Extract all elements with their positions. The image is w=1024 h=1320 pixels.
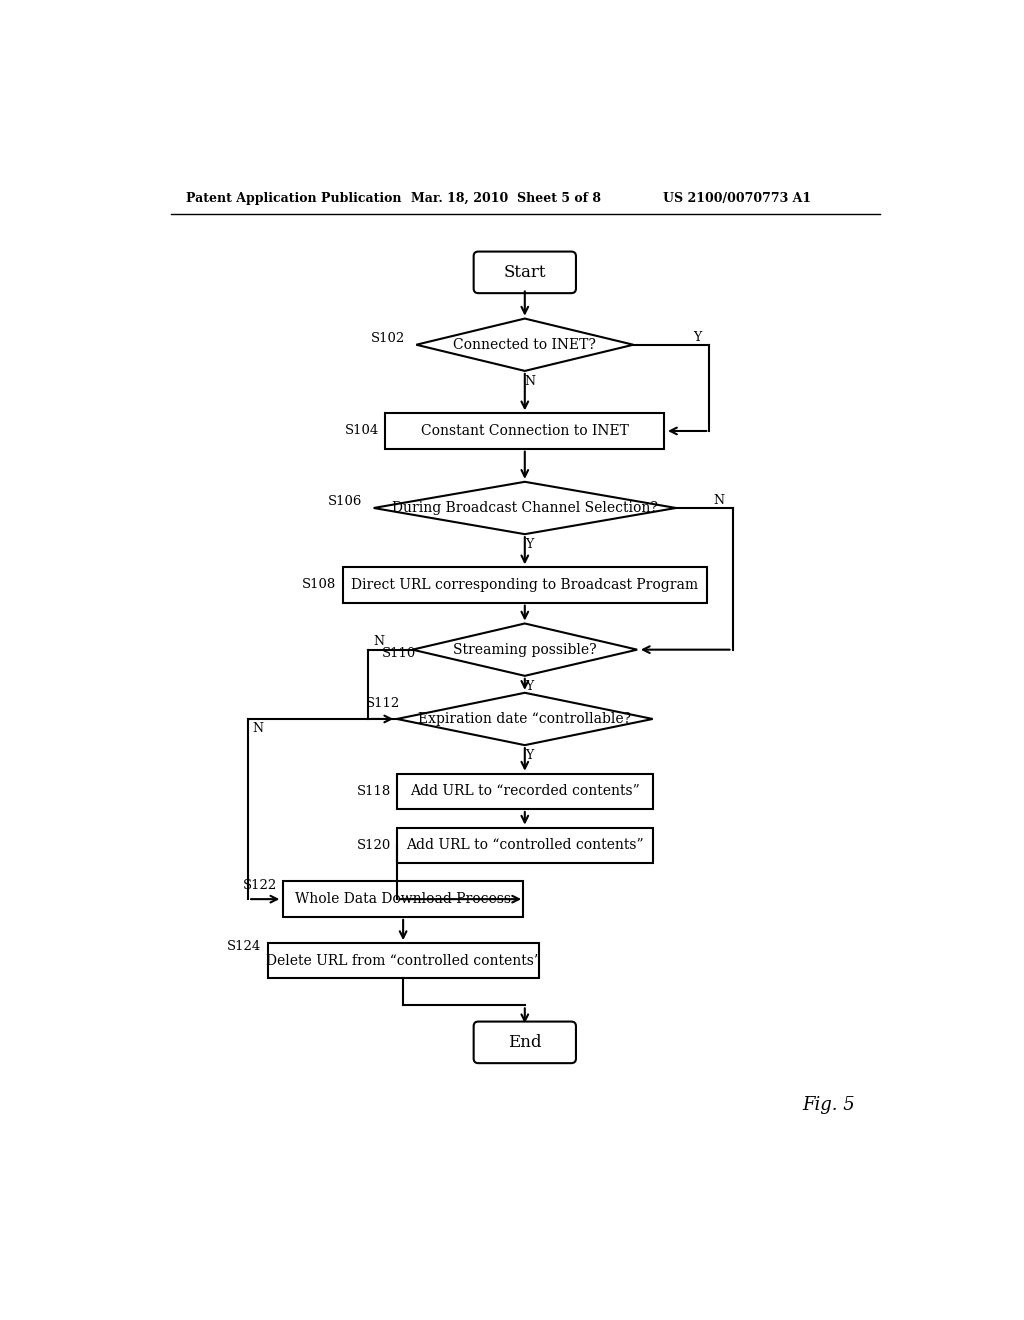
Bar bbox=[385, 413, 665, 449]
Text: S104: S104 bbox=[345, 425, 379, 437]
Text: Add URL to “recorded contents”: Add URL to “recorded contents” bbox=[410, 784, 640, 799]
Polygon shape bbox=[417, 318, 633, 371]
Text: Y: Y bbox=[525, 680, 534, 693]
Text: Y: Y bbox=[525, 539, 534, 552]
Bar bbox=[397, 828, 652, 863]
Text: Whole Data Download Process: Whole Data Download Process bbox=[295, 892, 511, 906]
Text: Connected to INET?: Connected to INET? bbox=[454, 338, 596, 351]
Text: Direct URL corresponding to Broadcast Program: Direct URL corresponding to Broadcast Pr… bbox=[351, 578, 698, 591]
Polygon shape bbox=[413, 623, 637, 676]
Text: S106: S106 bbox=[328, 495, 362, 508]
Text: Delete URL from “controlled contents”: Delete URL from “controlled contents” bbox=[265, 954, 541, 968]
Text: Expiration date “controllable?: Expiration date “controllable? bbox=[418, 711, 632, 726]
Polygon shape bbox=[397, 693, 652, 744]
Text: During Broadcast Channel Selection?: During Broadcast Channel Selection? bbox=[392, 502, 657, 515]
Text: Streaming possible?: Streaming possible? bbox=[453, 643, 597, 656]
FancyBboxPatch shape bbox=[474, 252, 575, 293]
Text: S124: S124 bbox=[227, 940, 261, 953]
Text: S108: S108 bbox=[302, 578, 337, 591]
Text: S102: S102 bbox=[371, 333, 404, 345]
Bar bbox=[397, 774, 652, 809]
Text: Add URL to “controlled contents”: Add URL to “controlled contents” bbox=[406, 838, 644, 853]
Text: Constant Connection to INET: Constant Connection to INET bbox=[421, 424, 629, 438]
Text: Mar. 18, 2010  Sheet 5 of 8: Mar. 18, 2010 Sheet 5 of 8 bbox=[411, 191, 601, 205]
Text: Y: Y bbox=[693, 330, 701, 343]
Text: US 2100/0070773 A1: US 2100/0070773 A1 bbox=[663, 191, 811, 205]
Text: N: N bbox=[253, 722, 264, 735]
Text: Fig. 5: Fig. 5 bbox=[802, 1097, 855, 1114]
Text: S112: S112 bbox=[366, 697, 400, 710]
Text: Y: Y bbox=[525, 750, 534, 763]
Text: N: N bbox=[714, 494, 725, 507]
Text: S110: S110 bbox=[381, 647, 416, 660]
Bar bbox=[267, 942, 539, 978]
Text: S118: S118 bbox=[356, 785, 391, 797]
Bar bbox=[343, 568, 707, 603]
Text: Patent Application Publication: Patent Application Publication bbox=[186, 191, 401, 205]
Text: N: N bbox=[524, 375, 535, 388]
Text: Start: Start bbox=[504, 264, 546, 281]
Text: N: N bbox=[373, 635, 384, 648]
Bar bbox=[283, 882, 523, 917]
FancyBboxPatch shape bbox=[474, 1022, 575, 1063]
Text: S122: S122 bbox=[243, 879, 276, 892]
Polygon shape bbox=[374, 482, 676, 535]
Text: S120: S120 bbox=[356, 838, 391, 851]
Text: End: End bbox=[508, 1034, 542, 1051]
